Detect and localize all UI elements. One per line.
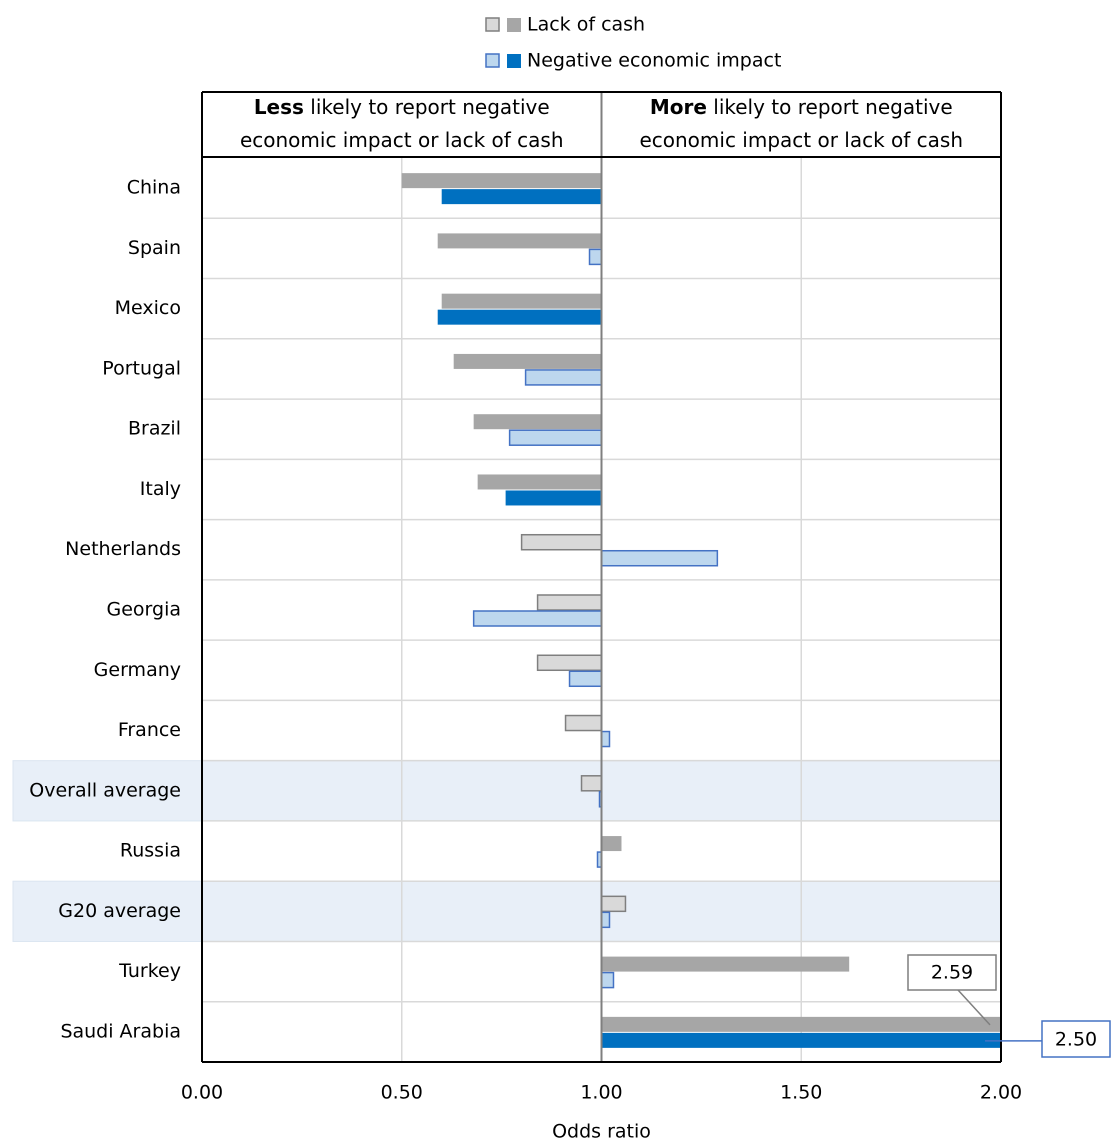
x-tick-label: 1.00 [580, 1082, 622, 1104]
bar [437, 233, 602, 249]
bars [401, 173, 1001, 1048]
callout-box [1041, 1020, 1111, 1058]
y-tick-label: Netherlands [65, 538, 181, 560]
y-tick-label: Turkey [118, 960, 181, 982]
legend-swatch [507, 18, 521, 32]
x-axis-title: Odds ratio [552, 1121, 651, 1143]
bar [473, 414, 602, 430]
callout-box [907, 954, 997, 991]
x-tick-label: 1.50 [780, 1082, 822, 1104]
bar [601, 1032, 1001, 1048]
legend-label: Lack of cash [527, 14, 645, 36]
bar [588, 248, 603, 266]
bar [437, 309, 602, 325]
y-tick-label: Brazil [128, 418, 181, 440]
bar [568, 670, 603, 688]
header-emphasis: Less [254, 95, 304, 119]
bar [477, 474, 602, 490]
header-line: likely to report negative [304, 95, 550, 119]
bar [600, 911, 611, 929]
backgrounds [12, 760, 1002, 942]
legend-swatch [485, 53, 500, 68]
y-tick-label: France [118, 719, 181, 741]
callout-line [957, 989, 991, 1026]
x-tick-label: 0.00 [181, 1082, 223, 1104]
y-tick-label: China [127, 177, 181, 199]
highlight-band [12, 760, 1002, 822]
bar [601, 956, 850, 972]
bar [600, 549, 719, 567]
x-tick-label: 2.00 [980, 1082, 1022, 1104]
y-tick-label: Georgia [107, 599, 182, 621]
header-emphasis: More [650, 95, 707, 119]
y-tick-label: Russia [120, 840, 181, 862]
bar [441, 293, 602, 309]
value-label: 2.59 [931, 962, 973, 984]
bar [600, 971, 615, 989]
highlight-band [12, 880, 1002, 942]
bar [536, 594, 603, 611]
bar [601, 836, 622, 852]
bar [472, 610, 603, 627]
bar [453, 353, 602, 369]
y-tick-label: Portugal [102, 357, 181, 379]
y-tick-label: Mexico [115, 297, 181, 319]
bar [536, 654, 603, 672]
y-tick-label: G20 average [58, 900, 181, 922]
y-tick-label: Overall average [29, 779, 181, 801]
bar [441, 189, 602, 205]
y-tick-label: Saudi Arabia [60, 1020, 181, 1042]
header-line: likely to report negative [707, 95, 953, 119]
header-text: More likely to report negative [650, 95, 953, 119]
legend-label: Negative economic impact [527, 50, 781, 72]
legend-swatch [485, 17, 500, 32]
bar [505, 490, 602, 506]
foreground: 0.00 0.50 1.00 1.50 2.00 Odds ratio China Spain… [29, 14, 1111, 1143]
bar [508, 429, 603, 446]
header-text: Less likely to report negative [254, 95, 550, 119]
y-tick-label: Germany [94, 659, 181, 681]
bar [401, 173, 602, 189]
value-label: 2.50 [1055, 1029, 1097, 1051]
bar [600, 895, 627, 913]
bar [564, 714, 603, 732]
header-text: economic impact or lack of cash [639, 128, 963, 152]
y-tick-label: Spain [128, 237, 181, 259]
y-tick-label: Italy [140, 478, 181, 500]
bar [520, 533, 603, 551]
header-line: economic impact or lack of cash [240, 128, 564, 152]
bar [601, 1016, 1001, 1032]
x-tick-label: 0.50 [381, 1082, 423, 1104]
header-text: economic impact or lack of cash [240, 128, 564, 152]
header-line: economic impact or lack of cash [639, 128, 963, 152]
bar [524, 369, 603, 386]
bar [600, 730, 611, 748]
legend-swatch [507, 54, 521, 68]
bar [580, 775, 603, 792]
